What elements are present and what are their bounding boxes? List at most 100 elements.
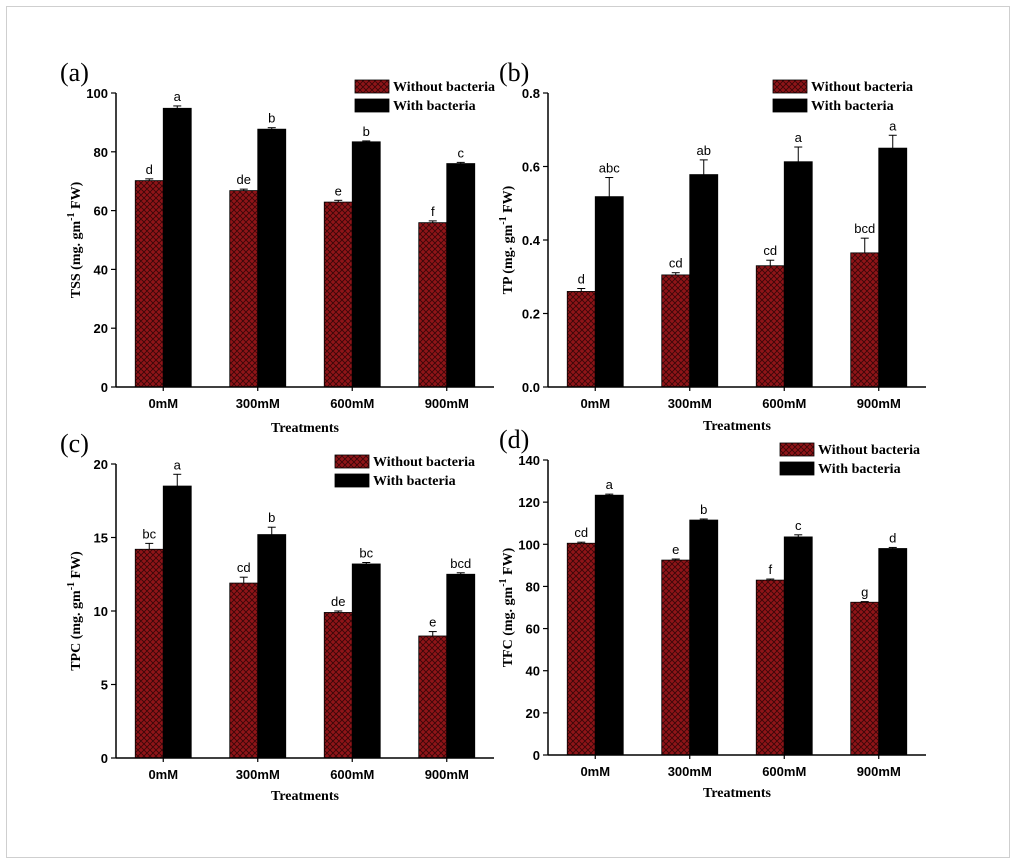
y-tick-label: 140 [518, 453, 540, 468]
bar-without-bacteria-300mM [229, 582, 259, 759]
significance-letter: b [268, 111, 275, 126]
panel-label: (a) [60, 58, 89, 87]
bar-without-bacteria-600mM [323, 612, 353, 759]
bar-without-bacteria-300mM [661, 559, 691, 756]
x-axis-label: Treatments [271, 421, 339, 436]
legend: Without bacteria With bacteria [334, 454, 475, 489]
significance-letter: a [795, 130, 803, 145]
x-tick-label: 900mM [857, 396, 901, 411]
panel-label: (b) [499, 58, 529, 87]
y-axis-label: TFC (mg. gm-1 FW) [498, 547, 516, 667]
y-tick-label: 20 [526, 706, 540, 721]
legend-swatch-with-bacteria [779, 461, 815, 476]
y-tick-label: 0 [101, 380, 108, 395]
bar-without-bacteria-0mM [566, 542, 596, 756]
bar-without-bacteria-0mM [566, 291, 596, 388]
bar-with-bacteria-300mM [689, 519, 719, 756]
legend-swatch-without-bacteria [334, 454, 370, 469]
y-axis-label-tail: FW) [69, 551, 84, 582]
x-tick-label: 300mM [236, 396, 280, 411]
significance-letter: cd [669, 256, 683, 271]
x-tick-label: 600mM [330, 396, 374, 411]
y-tick-label: 0.6 [522, 160, 540, 175]
bar-with-bacteria-0mM [162, 485, 192, 759]
significance-letter: b [700, 502, 707, 517]
significance-letter: a [606, 477, 614, 492]
legend-label: With bacteria [811, 99, 894, 114]
bar-with-bacteria-900mM [878, 147, 908, 388]
bar-without-bacteria-900mM [850, 601, 880, 756]
y-tick-label: 15 [94, 531, 108, 546]
legend-label: Without bacteria [393, 80, 495, 95]
y-axis-label-sup: -1 [498, 216, 509, 224]
significance-letter: de [331, 594, 345, 609]
legend-swatch-with-bacteria [334, 473, 370, 488]
y-tick-label: 5 [101, 678, 108, 693]
bar-with-bacteria-900mM [878, 548, 908, 756]
legend-swatch-without-bacteria [354, 79, 390, 94]
significance-letter: de [237, 172, 251, 187]
legend-swatch-without-bacteria [772, 79, 808, 94]
chart-panel-a: (a) d a 0mM de b 300mM e b 600mM f c 900mM 0 20 40 60 80 1… [60, 58, 495, 436]
bar-with-bacteria-300mM [257, 128, 287, 388]
y-axis-label-main: TSS (mg. gm [69, 221, 84, 299]
bar-without-bacteria-600mM [755, 265, 785, 388]
significance-letter: cd [763, 243, 777, 258]
panel-label: (c) [60, 429, 89, 458]
y-axis-label-main: TPC (mg. gm [69, 590, 84, 671]
y-axis-label: TSS (mg. gm-1 FW) [66, 181, 84, 298]
significance-letter: b [268, 510, 275, 525]
significance-letter: abc [599, 161, 620, 176]
y-tick-label: 0.2 [522, 307, 540, 322]
y-tick-label: 80 [526, 579, 540, 594]
x-tick-label: 0mM [148, 767, 178, 782]
x-tick-label: 300mM [668, 764, 712, 779]
bar-with-bacteria-900mM [446, 573, 476, 759]
significance-letter: bc [142, 526, 156, 541]
bar-with-bacteria-0mM [162, 107, 192, 388]
x-tick-label: 600mM [330, 767, 374, 782]
x-tick-label: 900mM [857, 764, 901, 779]
significance-letter: e [335, 183, 342, 198]
legend-swatch-with-bacteria [772, 98, 808, 113]
legend-swatch-with-bacteria [354, 98, 390, 113]
bar-with-bacteria-0mM [594, 494, 624, 756]
y-tick-label: 10 [94, 604, 108, 619]
significance-letter: cd [574, 525, 588, 540]
y-tick-label: 40 [526, 664, 540, 679]
legend-label: Without bacteria [373, 455, 475, 470]
significance-letter: cd [237, 560, 251, 575]
legend: Without bacteria With bacteria [779, 442, 920, 477]
chart-panel-b: (b) d abc 0mM cd ab 300mM cd a 600mM bcd a 900mM 0.0 0… [498, 58, 926, 434]
y-tick-label: 20 [94, 457, 108, 472]
y-tick-label: 100 [86, 86, 108, 101]
bar-without-bacteria-300mM [229, 190, 259, 388]
significance-letter: d [146, 162, 153, 177]
significance-letter: bc [359, 545, 373, 560]
y-axis-label: TP (mg. gm-1 FW) [498, 185, 516, 294]
y-tick-label: 0.4 [522, 233, 541, 248]
significance-letter: ab [697, 143, 711, 158]
significance-letter: c [795, 518, 802, 533]
significance-letter: g [861, 585, 868, 600]
x-tick-label: 600mM [762, 764, 806, 779]
significance-letter: f [431, 204, 435, 219]
legend-swatch-without-bacteria [779, 442, 815, 457]
significance-letter: e [672, 542, 679, 557]
significance-letter: a [889, 118, 897, 133]
significance-letter: a [174, 89, 182, 104]
y-axis-label-sup: -1 [66, 212, 77, 220]
legend-label: With bacteria [393, 99, 476, 114]
significance-letter: a [174, 457, 182, 472]
significance-letter: d [578, 272, 585, 287]
bar-without-bacteria-600mM [755, 579, 785, 756]
y-axis-label-tail: FW) [501, 547, 516, 578]
y-axis-label: TPC (mg. gm-1 FW) [66, 551, 84, 671]
bar-without-bacteria-600mM [323, 201, 353, 388]
legend-label: Without bacteria [811, 80, 913, 95]
chart-panel-c: (c) bc a 0mM cd b 300mM de bc 600mM e bcd 900mM 0 5 10 1… [60, 429, 494, 804]
bar-without-bacteria-900mM [418, 222, 448, 388]
significance-letter: c [458, 145, 465, 160]
legend-label: With bacteria [373, 474, 456, 489]
